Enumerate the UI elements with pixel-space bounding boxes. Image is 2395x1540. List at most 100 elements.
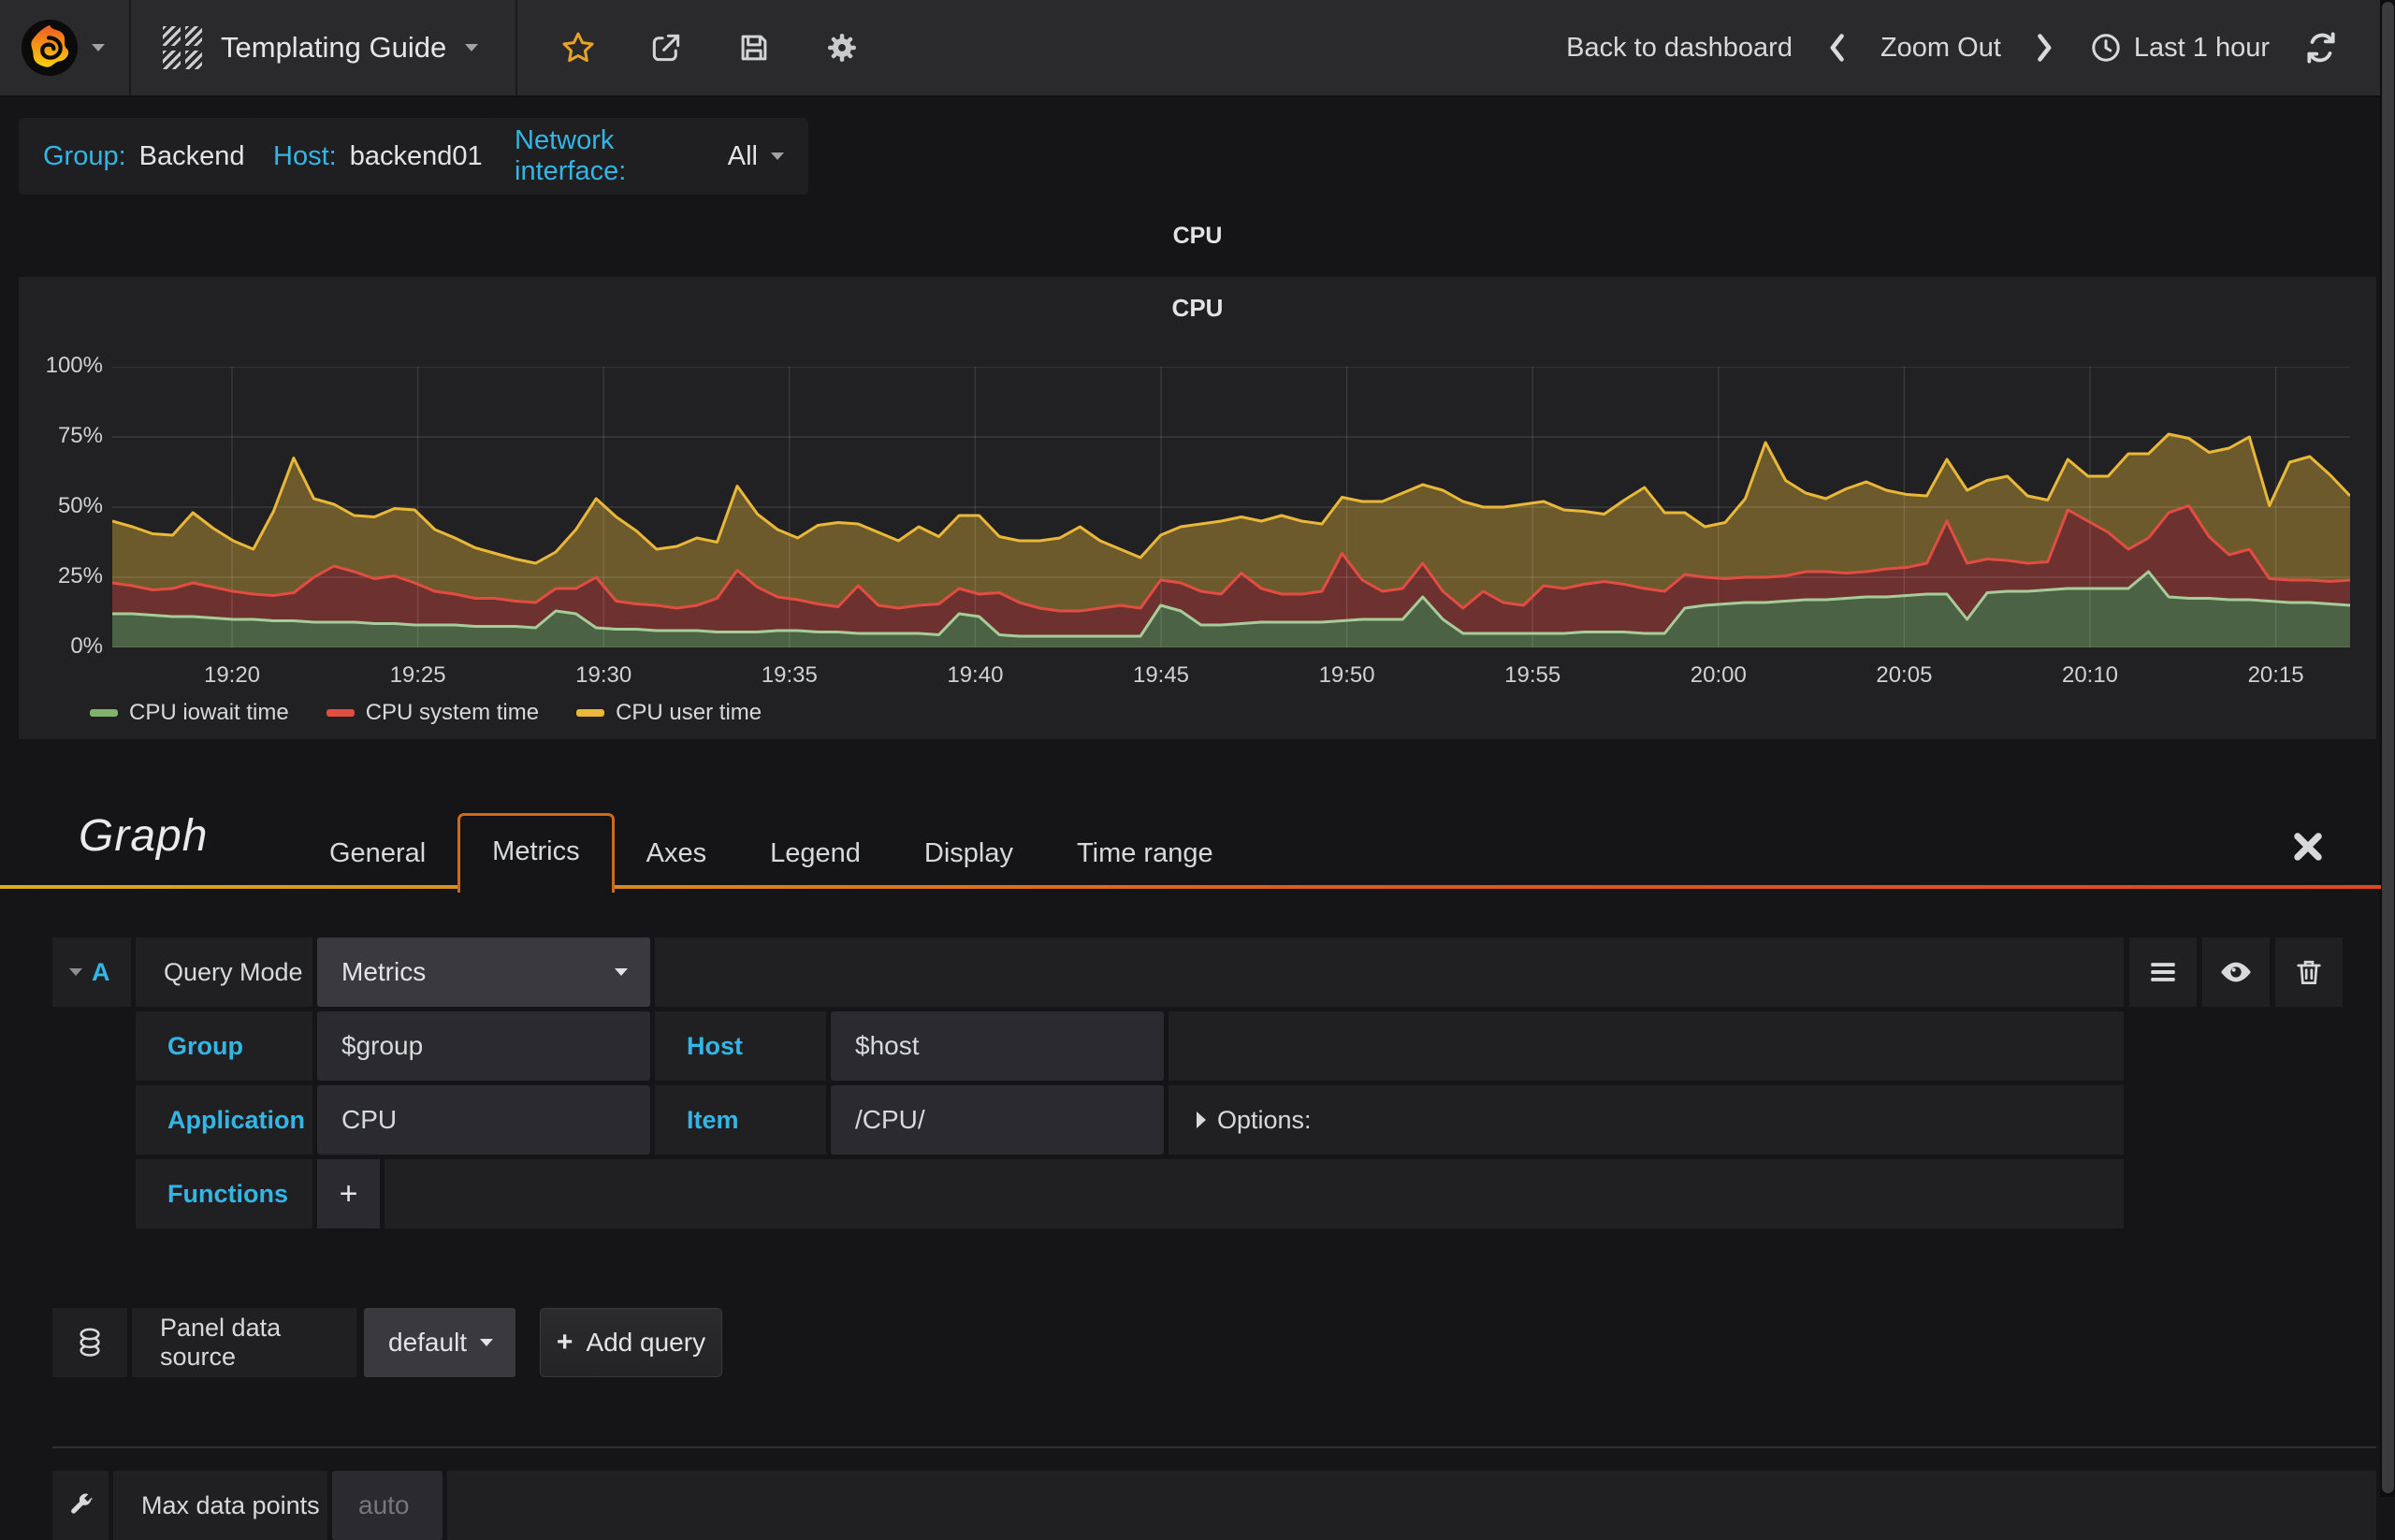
- options-label: Options:: [1217, 1105, 1312, 1134]
- star-icon: [562, 32, 594, 63]
- gear-icon: [828, 34, 857, 62]
- tab-metrics[interactable]: Metrics: [457, 813, 615, 893]
- time-range-label: Last 1 hour: [2133, 32, 2270, 63]
- plus-icon: +: [556, 1327, 573, 1358]
- chevron-down-icon: [480, 1339, 493, 1346]
- y-axis-tick-label: 75%: [57, 423, 103, 448]
- grafana-logo: [21, 19, 79, 77]
- x-axis-tick-label: 19:45: [1132, 662, 1190, 688]
- legend-swatch-icon: [326, 709, 355, 717]
- host-field-input[interactable]: $host: [831, 1011, 1164, 1081]
- functions-label: Functions: [136, 1159, 312, 1228]
- variable-host-label: Host:: [273, 140, 337, 171]
- query-row-spacer: [655, 937, 2124, 1007]
- chevron-right-icon: [1197, 1111, 1206, 1128]
- back-to-dashboard-button[interactable]: Back to dashboard: [1566, 32, 1793, 63]
- tab-legend[interactable]: Legend: [770, 838, 861, 868]
- y-axis-tick-label: 25%: [57, 563, 103, 588]
- y-axis-tick-label: 0%: [70, 633, 103, 659]
- editor-tabs-underline: [0, 885, 2381, 889]
- collapse-query-caret-icon: [69, 968, 82, 976]
- panel-type-title: Graph: [79, 811, 209, 861]
- tab-general[interactable]: General: [329, 838, 427, 868]
- group-host-row-spacer: [1168, 1011, 2124, 1081]
- legend-label: CPU user time: [616, 700, 762, 725]
- tab-display[interactable]: Display: [923, 838, 1013, 868]
- series-line-cpu-system-time: [112, 504, 2350, 613]
- group-field-label: Group: [136, 1011, 312, 1081]
- save-icon: [741, 35, 767, 61]
- dashboard-title-picker[interactable]: Templating Guide: [131, 0, 518, 95]
- chart-grid: [112, 367, 2350, 647]
- series-fill-cpu-system-time: [112, 505, 2350, 636]
- tab-time-range[interactable]: Time range: [1076, 838, 1213, 868]
- y-axis-tick-label: 100%: [45, 353, 103, 378]
- zoom-out-button[interactable]: Zoom Out: [1880, 32, 2001, 63]
- editor-section-divider: [52, 1446, 2376, 1448]
- time-shift-left-button[interactable]: [1826, 32, 1847, 64]
- x-axis-tick-label: 19:50: [1318, 662, 1375, 688]
- legend-item-cpu-user-time[interactable]: CPU user time: [576, 700, 762, 726]
- group-field-input[interactable]: $group: [317, 1011, 650, 1081]
- legend-item-cpu-system-time[interactable]: CPU system time: [326, 700, 539, 726]
- scrollbar-thumb[interactable]: [2382, 2, 2394, 1493]
- query-ref-letter: A: [92, 957, 110, 986]
- database-icon: [80, 1328, 100, 1357]
- x-axis-tick-label: 20:10: [2061, 662, 2119, 688]
- add-query-label: Add query: [586, 1328, 706, 1357]
- options-toggle[interactable]: Options:: [1168, 1085, 2124, 1155]
- settings-button[interactable]: [824, 30, 860, 65]
- chevron-down-icon: [771, 153, 784, 160]
- graph-panel: CPU 0% 25% 50% 75% 100% 19:20 19:25 19:30 19:35…: [19, 277, 2376, 739]
- star-button[interactable]: [560, 30, 596, 65]
- close-editor-button[interactable]: [2290, 829, 2326, 864]
- refresh-button[interactable]: [2303, 30, 2339, 65]
- application-field-label: Application: [136, 1085, 312, 1155]
- variable-group-dropdown[interactable]: Group: Backend: [19, 118, 283, 195]
- series-fill-cpu-user-time: [112, 434, 2350, 611]
- grafana-menu-caret-icon: [92, 44, 105, 51]
- dashboard-icon: [163, 26, 202, 69]
- query-ref-cell[interactable]: A: [52, 937, 131, 1007]
- max-data-points-input[interactable]: [356, 1489, 443, 1521]
- add-query-button[interactable]: + Add query: [540, 1308, 722, 1377]
- max-data-points-input-cell[interactable]: [332, 1471, 443, 1540]
- top-navbar: Templating Guide: [0, 0, 2395, 97]
- query-menu-button[interactable]: [2129, 937, 2197, 1007]
- datasource-value: default: [388, 1328, 468, 1357]
- chevron-down-icon: [615, 968, 628, 976]
- query-mode-dropdown[interactable]: Metrics: [317, 937, 650, 1007]
- graph-plot-area[interactable]: [112, 367, 2350, 647]
- x-axis-tick-label: 19:20: [203, 662, 261, 688]
- page-scrollbar: [2380, 0, 2395, 1497]
- clock-icon: [2092, 34, 2120, 62]
- tab-axes[interactable]: Axes: [646, 838, 707, 868]
- panel-header-title[interactable]: CPU: [1172, 223, 1223, 249]
- editor-tabs: General Metrics Axes Legend Display Time rang…: [298, 813, 1245, 893]
- template-variables-row: Group: Backend Host: backend01 Network i…: [0, 110, 2395, 200]
- query-toggle-visibility-button[interactable]: [2202, 937, 2270, 1007]
- chart-legend: CPU iowait time CPU system time CPU user t…: [90, 700, 762, 726]
- time-shift-right-button[interactable]: [2035, 32, 2055, 64]
- variable-host-dropdown[interactable]: Host: backend01: [249, 118, 524, 195]
- variable-group-label: Group:: [43, 140, 126, 171]
- time-range-picker[interactable]: Last 1 hour: [2089, 31, 2270, 65]
- share-icon: [653, 34, 680, 62]
- item-field-input[interactable]: /CPU/: [831, 1085, 1164, 1155]
- application-field-input[interactable]: CPU: [317, 1085, 650, 1155]
- grafana-menu-button[interactable]: [0, 0, 131, 95]
- x-axis-tick-label: 20:00: [1690, 662, 1747, 688]
- x-axis-tick-label: 20:05: [1876, 662, 1933, 688]
- datasource-dropdown[interactable]: default: [364, 1308, 515, 1377]
- save-button[interactable]: [736, 30, 772, 65]
- share-button[interactable]: [648, 30, 684, 65]
- metrics-options-icon-cell: [52, 1471, 109, 1540]
- add-function-button[interactable]: +: [317, 1159, 380, 1228]
- variable-network-interface-dropdown[interactable]: Network interface: All: [490, 118, 808, 195]
- x-axis-tick-label: 19:35: [761, 662, 818, 688]
- query-delete-button[interactable]: [2275, 937, 2343, 1007]
- wrench-icon: [71, 1493, 93, 1514]
- x-axis-tick-label: 20:15: [2247, 662, 2304, 688]
- legend-item-cpu-iowait-time[interactable]: CPU iowait time: [90, 700, 289, 726]
- legend-label: CPU iowait time: [129, 700, 289, 725]
